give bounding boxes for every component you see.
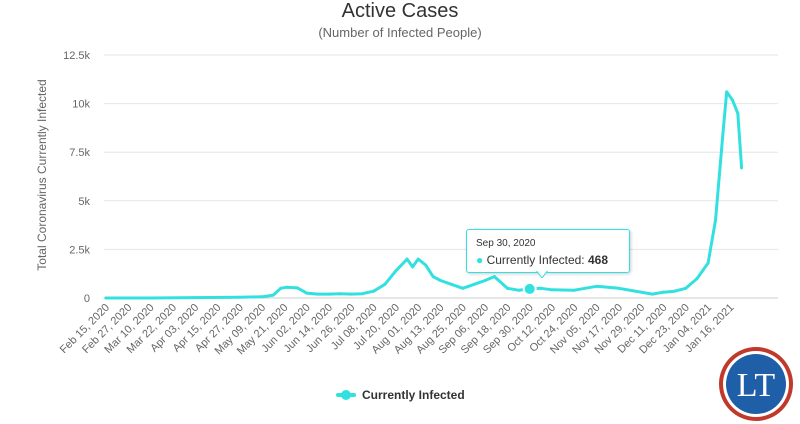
chart-subtitle: (Number of Infected People) xyxy=(318,25,482,40)
data-point[interactable] xyxy=(271,293,275,297)
tooltip: Sep 30, 2020 ● Currently Infected: 468 xyxy=(466,229,630,273)
data-point[interactable] xyxy=(572,288,576,292)
data-point[interactable] xyxy=(431,275,435,279)
data-point[interactable] xyxy=(740,166,744,170)
tooltip-series-label: Currently Infected: xyxy=(486,253,588,267)
data-point[interactable] xyxy=(411,265,415,269)
data-point[interactable] xyxy=(721,131,725,135)
logo-text: LT xyxy=(737,367,776,404)
tooltip-pointer xyxy=(536,270,548,278)
data-point[interactable] xyxy=(424,263,428,267)
chart-title: Active Cases xyxy=(341,0,459,22)
y-tick-label: 7.5k xyxy=(69,147,90,159)
data-point[interactable] xyxy=(684,286,688,290)
data-point[interactable] xyxy=(260,295,264,299)
y-tick-label: 5k xyxy=(78,196,90,208)
data-point[interactable] xyxy=(725,90,729,94)
data-point[interactable] xyxy=(650,292,654,296)
data-point[interactable] xyxy=(316,292,320,296)
data-point[interactable] xyxy=(736,111,740,115)
legend-label: Currently Infected xyxy=(362,388,465,402)
data-point[interactable] xyxy=(238,295,242,299)
data-point[interactable] xyxy=(149,296,153,300)
data-point[interactable] xyxy=(372,289,376,293)
data-point[interactable] xyxy=(673,289,677,293)
data-point[interactable] xyxy=(472,282,476,286)
data-point[interactable] xyxy=(492,275,496,279)
data-point[interactable] xyxy=(193,296,197,300)
data-point[interactable] xyxy=(550,288,554,292)
data-point[interactable] xyxy=(461,286,465,290)
tooltip-bullet-icon: ● xyxy=(476,253,484,267)
data-point[interactable] xyxy=(405,257,409,261)
data-point[interactable] xyxy=(327,292,331,296)
tooltip-date: Sep 30, 2020 xyxy=(476,238,536,249)
data-point[interactable] xyxy=(295,286,299,290)
data-point[interactable] xyxy=(662,290,665,294)
data-point[interactable] xyxy=(483,279,487,283)
data-point[interactable] xyxy=(517,288,521,292)
tooltip-value-line: ● Currently Infected: 468 xyxy=(476,253,608,267)
data-point[interactable] xyxy=(539,286,543,290)
grid-lines xyxy=(104,54,778,299)
data-point[interactable] xyxy=(416,257,420,261)
highlighted-data-point[interactable] xyxy=(522,281,537,296)
data-point[interactable] xyxy=(706,261,710,265)
y-tick-label: 12.5k xyxy=(63,50,90,62)
data-point[interactable] xyxy=(439,279,442,283)
y-tick-label: 0 xyxy=(84,293,90,305)
data-point[interactable] xyxy=(595,284,599,288)
y-tick-label: 10k xyxy=(72,99,90,111)
tooltip-value: 468 xyxy=(587,253,609,267)
data-point[interactable] xyxy=(505,286,509,290)
legend-item-currently-infected[interactable]: Currently Infected xyxy=(336,388,465,402)
y-axis-ticks: 0 2.5k 5k 7.5k 10k 12.5k xyxy=(63,50,90,305)
series-line-currently-infected[interactable] xyxy=(104,90,744,300)
legend-symbol-icon xyxy=(336,390,356,400)
data-point[interactable] xyxy=(730,98,734,102)
data-point[interactable] xyxy=(394,269,398,273)
data-point[interactable] xyxy=(450,282,454,286)
data-point[interactable] xyxy=(360,292,364,296)
data-point[interactable] xyxy=(338,292,342,296)
data-point[interactable] xyxy=(617,286,621,290)
y-tick-label: 2.5k xyxy=(69,244,90,256)
data-point[interactable] xyxy=(284,285,288,289)
data-point[interactable] xyxy=(383,282,387,286)
data-point[interactable] xyxy=(695,277,699,281)
data-points xyxy=(104,90,744,300)
data-point[interactable] xyxy=(714,218,718,222)
data-point[interactable] xyxy=(349,292,353,296)
data-point[interactable] xyxy=(639,290,643,294)
data-point[interactable] xyxy=(305,291,309,295)
lt-logo: LT xyxy=(719,347,793,421)
y-axis-label: Total Coronavirus Currently Infected xyxy=(35,79,49,270)
data-point[interactable] xyxy=(104,296,108,300)
data-point[interactable] xyxy=(279,286,283,290)
